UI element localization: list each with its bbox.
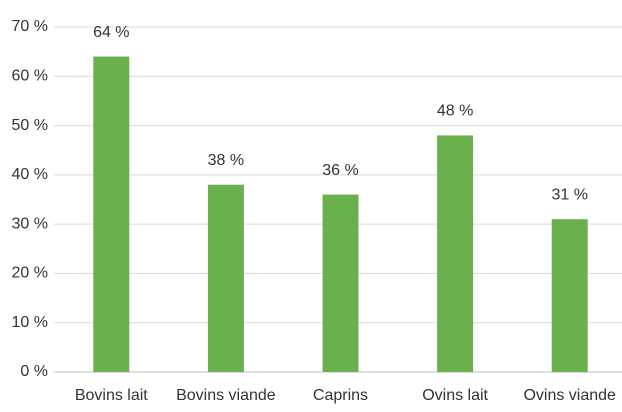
x-tick-label: Caprins [313,387,368,404]
bar [551,219,588,372]
bar [437,135,474,372]
y-tick-label: 50 % [12,117,48,134]
data-label: 31 % [551,186,587,203]
data-label: 48 % [437,103,473,120]
bar [207,184,244,372]
x-tick-label: Bovins lait [75,387,148,404]
bar [322,194,359,372]
y-tick-label: 10 % [12,314,48,331]
bar [93,56,130,372]
x-tick-label: Ovins lait [422,387,488,404]
data-label: 36 % [322,162,358,179]
y-tick-label: 20 % [12,265,48,282]
y-tick-label: 0 % [20,363,48,380]
data-label: 38 % [208,152,244,169]
y-tick-label: 70 % [12,18,48,35]
data-label: 64 % [93,24,129,41]
y-tick-label: 30 % [12,215,48,232]
y-tick-label: 40 % [12,166,48,183]
x-tick-label: Ovins viande [523,387,616,404]
x-tick-label: Bovins viande [176,387,276,404]
y-tick-label: 60 % [12,68,48,85]
